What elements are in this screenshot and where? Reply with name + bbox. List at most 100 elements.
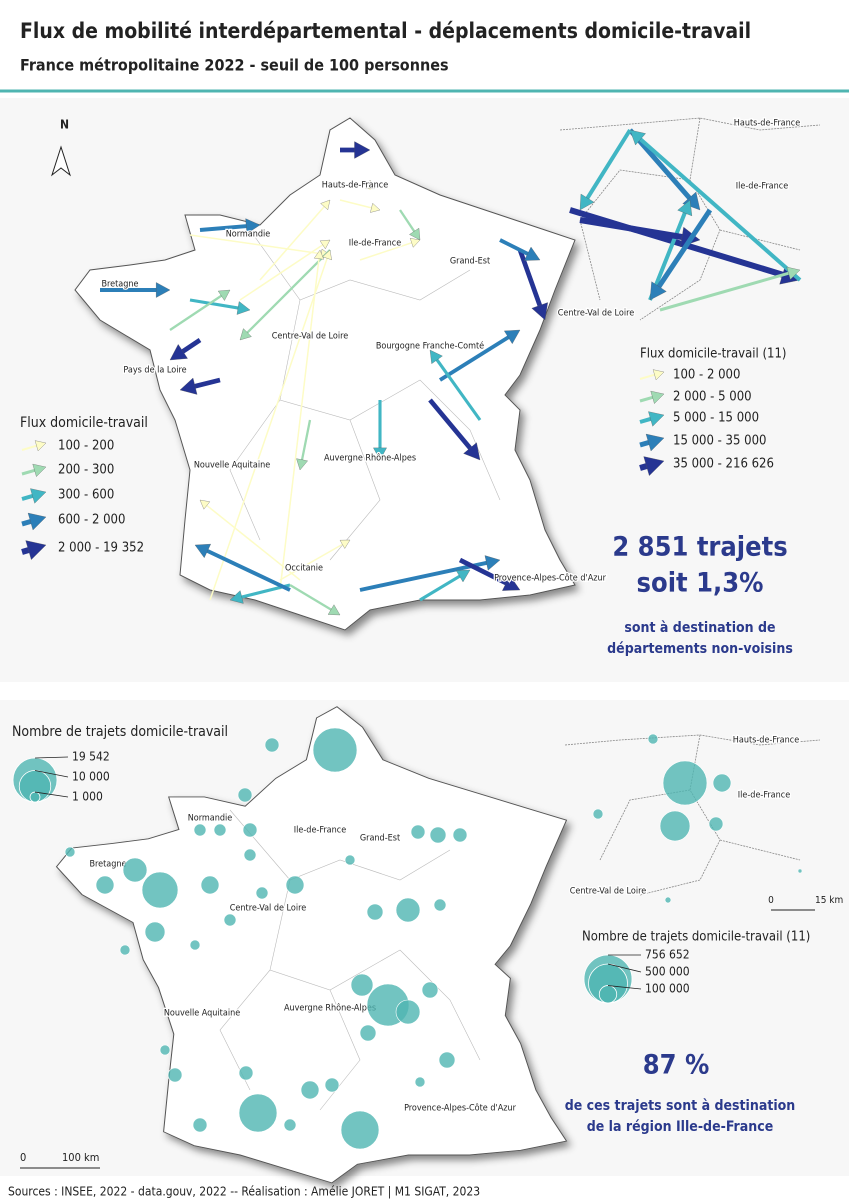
legend-title: Nombre de trajets domicile-travail (11)	[582, 930, 810, 945]
region-label: Hauts-de-France	[734, 119, 800, 129]
bubble	[708, 816, 724, 832]
flow-arrow	[428, 398, 475, 454]
bubble	[159, 1044, 171, 1056]
flow-arrow	[636, 135, 802, 282]
stat-share: 87 %	[643, 1050, 710, 1081]
stat-share: soit 1,3%	[637, 568, 764, 599]
flow-arrowhead	[531, 302, 548, 321]
flow-arrow	[569, 207, 789, 280]
bubble	[95, 875, 115, 895]
flow-arrow	[419, 573, 464, 602]
bubble	[592, 808, 604, 820]
title: Flux de mobilité interdépartemental - dé…	[20, 19, 751, 43]
flow-arrowhead	[194, 543, 211, 559]
stat-text: de la région Ille-de-France	[587, 1119, 774, 1135]
legend-label: 35 000 - 216 626	[673, 457, 774, 472]
flow-arrow	[21, 443, 40, 451]
region-label: Nouvelle Aquitaine	[194, 461, 270, 471]
flow-arrow	[359, 241, 415, 261]
flow-arrow	[239, 242, 326, 301]
bubble	[312, 727, 358, 773]
scale-label: 100 km	[62, 1151, 99, 1164]
bubble	[242, 822, 258, 838]
bubble	[285, 875, 305, 895]
flow-arrow	[433, 356, 482, 421]
legend-label: 2 000 - 19 352	[58, 541, 144, 556]
flow-arrowhead	[455, 569, 471, 583]
flow-arrow	[244, 249, 331, 336]
flow-arrow	[289, 584, 335, 613]
bubble	[144, 921, 166, 943]
bubble	[119, 944, 131, 956]
flow-arrowhead	[429, 349, 443, 365]
bubble	[395, 999, 421, 1025]
flow-arrow	[169, 293, 225, 331]
flow-arrow	[203, 547, 291, 592]
flow-arrowhead	[236, 301, 251, 315]
flow-arrow	[499, 238, 533, 258]
bubble	[659, 810, 691, 842]
legend-bubble	[598, 985, 618, 1004]
region-label: Provence-Alpes-Côte d'Azur	[404, 1103, 517, 1114]
bubble	[395, 897, 421, 923]
region-label: Provence-Alpes-Côte d'Azur	[494, 573, 607, 584]
region-label: Grand-Est	[360, 834, 400, 844]
bubble	[64, 846, 76, 858]
flow-arrowhead	[484, 555, 501, 571]
flow-arrow	[659, 270, 793, 312]
bubble	[340, 1110, 380, 1150]
legend-label: 100 - 200	[58, 439, 114, 454]
bubble	[414, 1076, 426, 1088]
bubble	[300, 1080, 320, 1100]
bubble	[664, 896, 672, 904]
flow-arrow	[279, 256, 321, 591]
legend-leader	[607, 963, 642, 973]
bubble	[141, 871, 179, 909]
stat-text: départements non-voisins	[607, 641, 793, 657]
flow-arrow	[438, 333, 513, 382]
flow-arrowhead	[677, 199, 693, 217]
legend-label: 600 - 2 000	[58, 513, 125, 528]
flow-arrow	[190, 377, 221, 390]
flow-arrowhead	[524, 246, 541, 261]
region-label: Ile-de-France	[738, 791, 790, 801]
flow-arrowhead	[649, 281, 667, 301]
footer: Sources : INSEE, 2022 - data.gouv, 2022 …	[8, 1185, 480, 1199]
flow-arrowhead	[319, 239, 331, 250]
flow-arrow	[458, 557, 512, 588]
flow-arrowhead	[313, 249, 324, 260]
region-label: Centre-Val de Loire	[230, 904, 306, 914]
bubble	[712, 773, 732, 793]
flow-arrowhead	[463, 442, 481, 461]
scale-label: 15 km	[815, 895, 843, 906]
scale-label: 0	[20, 1151, 26, 1164]
flow-arrow	[259, 204, 327, 281]
flow-arrowhead	[682, 191, 701, 211]
region-label: Bretagne	[101, 280, 138, 290]
legend-label: 100 - 2 000	[673, 368, 740, 383]
flow-arrowhead	[156, 282, 171, 298]
flow-arrowhead	[25, 540, 47, 560]
north-arrow	[51, 145, 71, 177]
legend-title: Nombre de trajets domicile-travail	[12, 724, 228, 740]
bubble	[238, 1065, 254, 1081]
bubble	[421, 981, 439, 999]
region-label: Bourgogne Franche-Comté	[376, 341, 484, 352]
boundaries	[219, 229, 501, 1111]
bubble	[433, 898, 447, 912]
bubble	[243, 848, 257, 862]
region-label: Centre-Val de Loire	[558, 309, 634, 319]
region-label: Grand-Est	[450, 257, 490, 267]
flow-arrow	[189, 234, 324, 255]
legend-label: 200 - 300	[58, 463, 114, 478]
legend-label: 500 000	[645, 965, 690, 979]
region-label: Hauts-de-France	[322, 181, 388, 191]
flow-arrow	[189, 298, 242, 311]
flow-arrowhead	[322, 249, 332, 261]
legend-leader	[607, 985, 642, 990]
region-label: Centre-Val de Loire	[272, 332, 348, 342]
flow-arrowhead	[409, 238, 421, 248]
region-label: Ile-de-France	[294, 826, 346, 836]
bubble	[200, 875, 220, 895]
